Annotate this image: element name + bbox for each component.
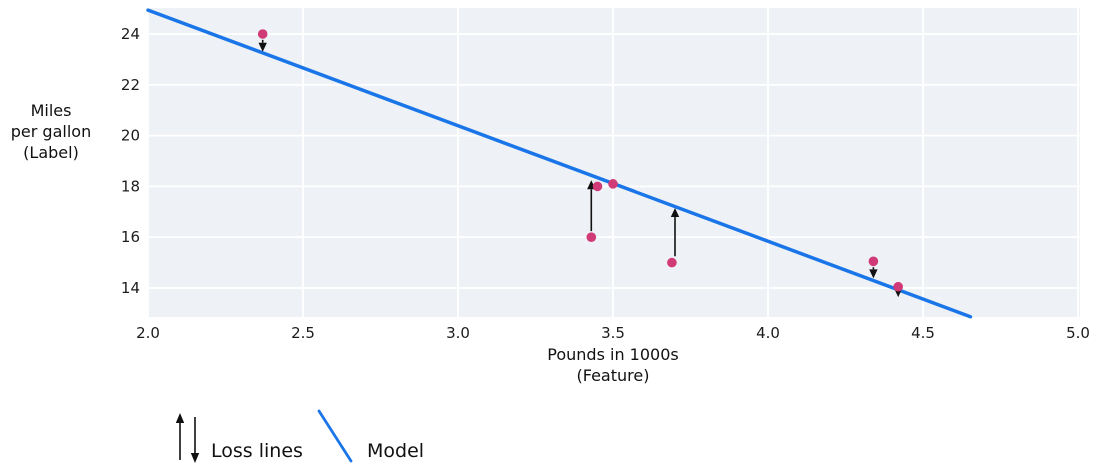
x-tick-label: 3.5 <box>601 324 625 342</box>
data-point <box>592 181 603 192</box>
y-tick-label: 22 <box>121 76 140 94</box>
data-point <box>257 29 268 39</box>
x-axis-label-line-1: Pounds in 1000s <box>547 345 678 364</box>
y-axis-label-line-3: (Label) <box>23 143 79 162</box>
x-tick-labels: 2.0 2.5 3.0 3.5 4.0 4.5 5.0 <box>136 324 1090 342</box>
loss-arrowhead-icon <box>869 269 878 279</box>
data-points-layer <box>257 29 903 292</box>
legend-loss-lines-symbol <box>175 413 200 463</box>
x-axis-label-line-2: (Feature) <box>577 366 650 385</box>
y-tick-label: 24 <box>121 25 140 43</box>
loss-arrow <box>869 267 878 279</box>
gridlines <box>147 8 1080 317</box>
y-tick-label: 14 <box>121 279 140 297</box>
y-axis-label-line-1: Miles <box>31 101 72 120</box>
legend-model-line-icon <box>317 409 353 463</box>
legend-down-arrowhead-icon <box>190 453 200 463</box>
x-tick-label: 4.5 <box>911 324 935 342</box>
y-tick-label: 16 <box>121 228 140 246</box>
legend-up-arrowhead-icon <box>175 413 185 423</box>
model-line <box>146 8 973 319</box>
x-tick-label: 3.0 <box>446 324 470 342</box>
data-point <box>893 281 903 292</box>
plot-area <box>148 8 1080 317</box>
legend-label-model: Model <box>367 440 424 462</box>
data-point <box>667 257 677 268</box>
loss-arrowhead-icon <box>258 42 267 52</box>
x-tick-label: 2.5 <box>291 324 315 342</box>
data-point <box>608 179 618 189</box>
data-point <box>868 256 879 267</box>
x-tick-label: 5.0 <box>1066 324 1090 342</box>
y-tick-labels: 14 16 18 20 22 24 <box>121 25 140 297</box>
loss-arrow <box>670 207 680 257</box>
legend-label-loss-lines: Loss lines <box>211 440 303 462</box>
model-line-layer <box>146 8 973 319</box>
y-axis-label-line-2: per gallon <box>11 122 91 141</box>
x-tick-label: 2.0 <box>136 324 160 342</box>
legend: Loss lines Model <box>175 409 424 463</box>
data-point <box>586 232 597 242</box>
loss-arrowhead-icon <box>670 207 680 217</box>
y-tick-label: 18 <box>121 177 140 195</box>
loss-arrow <box>258 39 267 52</box>
y-axis-label: Miles per gallon (Label) <box>11 101 91 162</box>
x-tick-label: 4.0 <box>756 324 780 342</box>
x-axis-label: Pounds in 1000s (Feature) <box>547 345 678 385</box>
y-tick-label: 20 <box>121 127 140 145</box>
